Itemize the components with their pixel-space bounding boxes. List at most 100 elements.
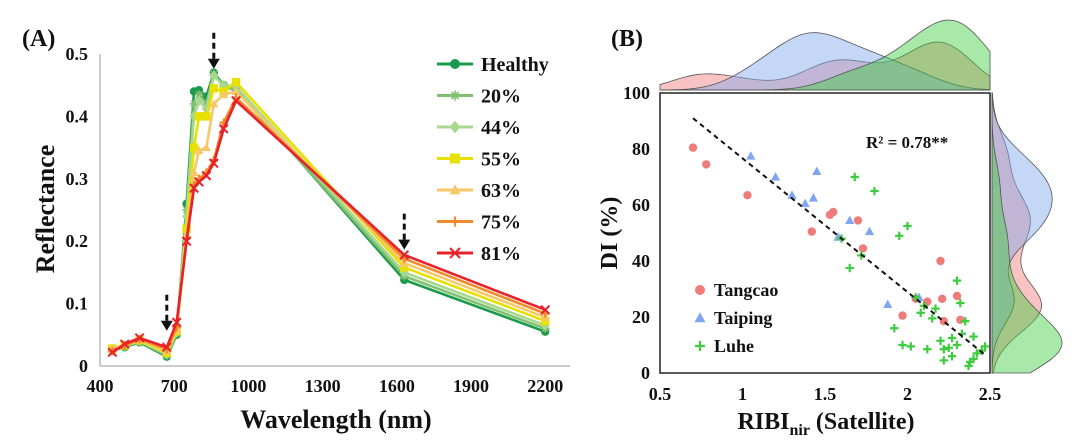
x-tick-label: 1600	[379, 376, 415, 396]
scatter-point-shape	[808, 193, 819, 202]
data-point	[218, 123, 229, 134]
data-point	[540, 304, 551, 315]
data-point-shape	[194, 95, 204, 107]
scatter-point-shape	[743, 191, 752, 200]
legend-marker	[450, 216, 460, 227]
data-point	[209, 99, 219, 108]
legend-label: 44%	[481, 117, 521, 139]
legend-marker-shape	[450, 59, 460, 69]
legend-item-3: 55%	[437, 149, 521, 171]
data-point-d2	[399, 250, 410, 260]
data-point	[541, 316, 550, 326]
legend-marker	[694, 312, 706, 323]
legend-item-4: 63%	[437, 180, 521, 202]
scatter-point-shape	[952, 291, 962, 301]
data-point-d2	[134, 333, 145, 343]
legend-marker-d2	[449, 247, 461, 259]
legend-label: Luhe	[714, 336, 754, 356]
scatter-point	[937, 294, 947, 303]
legend-marker	[449, 247, 461, 259]
data-point	[202, 112, 211, 121]
scatter-point	[936, 336, 945, 345]
scatter-point-shape	[770, 172, 781, 181]
y-tick-label: 40	[632, 251, 650, 271]
legend-item-2: 44%	[437, 117, 521, 139]
scatter-point	[858, 244, 868, 253]
data-point-d2	[181, 236, 192, 247]
x-tick-label: 1.5	[814, 384, 837, 404]
scatter-point	[743, 191, 752, 200]
scatter-point-shape	[853, 216, 863, 225]
scatter-point	[850, 172, 859, 182]
data-point	[194, 112, 204, 121]
scatter-point	[947, 352, 957, 361]
scatter-point-shape	[956, 315, 965, 324]
data-point-shape	[209, 99, 219, 108]
data-point	[107, 347, 118, 358]
legend-item-luhe: Luhe	[695, 336, 754, 356]
data-point	[189, 143, 199, 152]
scatter-point	[898, 340, 907, 350]
y-tick-label: 0	[79, 356, 88, 376]
scatter-point	[936, 256, 945, 266]
panel-a-series	[107, 68, 551, 361]
panel-b: (B) 0 20 40 60 80 100 0.5 1 1.5 2 2.5 DI (%) RIBI…	[597, 19, 1063, 439]
y-tick-label: 80	[632, 139, 650, 159]
scatter-point	[952, 291, 962, 301]
data-point	[134, 333, 145, 343]
data-point-shape	[231, 86, 241, 96]
scatter-point	[952, 276, 962, 285]
data-point	[209, 70, 219, 82]
y-tick-label: 0.2	[66, 231, 89, 251]
data-point	[400, 263, 409, 272]
scatter-point	[890, 324, 899, 333]
scatter-point	[853, 216, 863, 225]
legend-label: 75%	[481, 212, 521, 234]
scatter-point	[961, 317, 970, 326]
r-squared-annotation: R² = 0.78**	[866, 133, 948, 152]
scatter-point-shape	[812, 166, 822, 175]
data-point-d2	[107, 347, 118, 358]
legend-marker-shape	[450, 153, 460, 164]
data-point	[181, 236, 192, 247]
x-tick-label: 0.5	[649, 384, 672, 404]
scatter-point-shape	[864, 226, 875, 236]
y-tick-label: 0.1	[66, 294, 89, 314]
scatter-point-shape	[746, 151, 756, 160]
legend-label: Taiping	[714, 308, 772, 328]
data-point-shape	[209, 70, 219, 82]
x-tick-label: 1	[738, 384, 747, 404]
scatter-point	[944, 343, 953, 352]
y-tick-label: 0	[641, 363, 650, 383]
scatter-point	[702, 160, 711, 169]
series-6	[107, 95, 551, 358]
x-tick-label: 2200	[527, 376, 563, 396]
scatter-point-shape	[787, 190, 797, 199]
scatter-point-shape	[936, 256, 945, 266]
panel-a: (A) 0 0.1 0.2 0.3 0.4 0.5 400 700 1000 1300 1600 1…	[22, 26, 570, 434]
scatter-point	[956, 298, 965, 308]
y-tick-label: 0.3	[66, 169, 89, 189]
panel-b-label: (B)	[611, 26, 643, 52]
legend-label: 20%	[481, 86, 521, 108]
scatter-point	[923, 297, 932, 306]
series-luhe	[837, 172, 990, 371]
legend-item-0: Healthy	[437, 54, 549, 76]
legend-marker	[695, 285, 705, 295]
arrow-head	[160, 320, 173, 331]
panel-a-y-label: Reflectance	[31, 145, 60, 273]
legend-marker	[695, 341, 705, 351]
x-tick-label: 1000	[230, 376, 266, 396]
scatter-point	[931, 304, 940, 313]
data-point	[161, 342, 172, 353]
legend-item-1: 20%	[437, 86, 521, 108]
scatter-point	[969, 332, 978, 341]
scatter-point	[956, 315, 965, 324]
panel-a-x-ticks: 400 700 1000 1300 1600 1900 2200	[87, 376, 564, 396]
right-marginal-density	[991, 92, 1063, 374]
data-point-d2	[201, 170, 212, 181]
panel-a-x-label: Wavelength (nm)	[240, 405, 431, 434]
x-tick-label: 700	[161, 376, 188, 396]
scatter-point	[787, 190, 797, 199]
